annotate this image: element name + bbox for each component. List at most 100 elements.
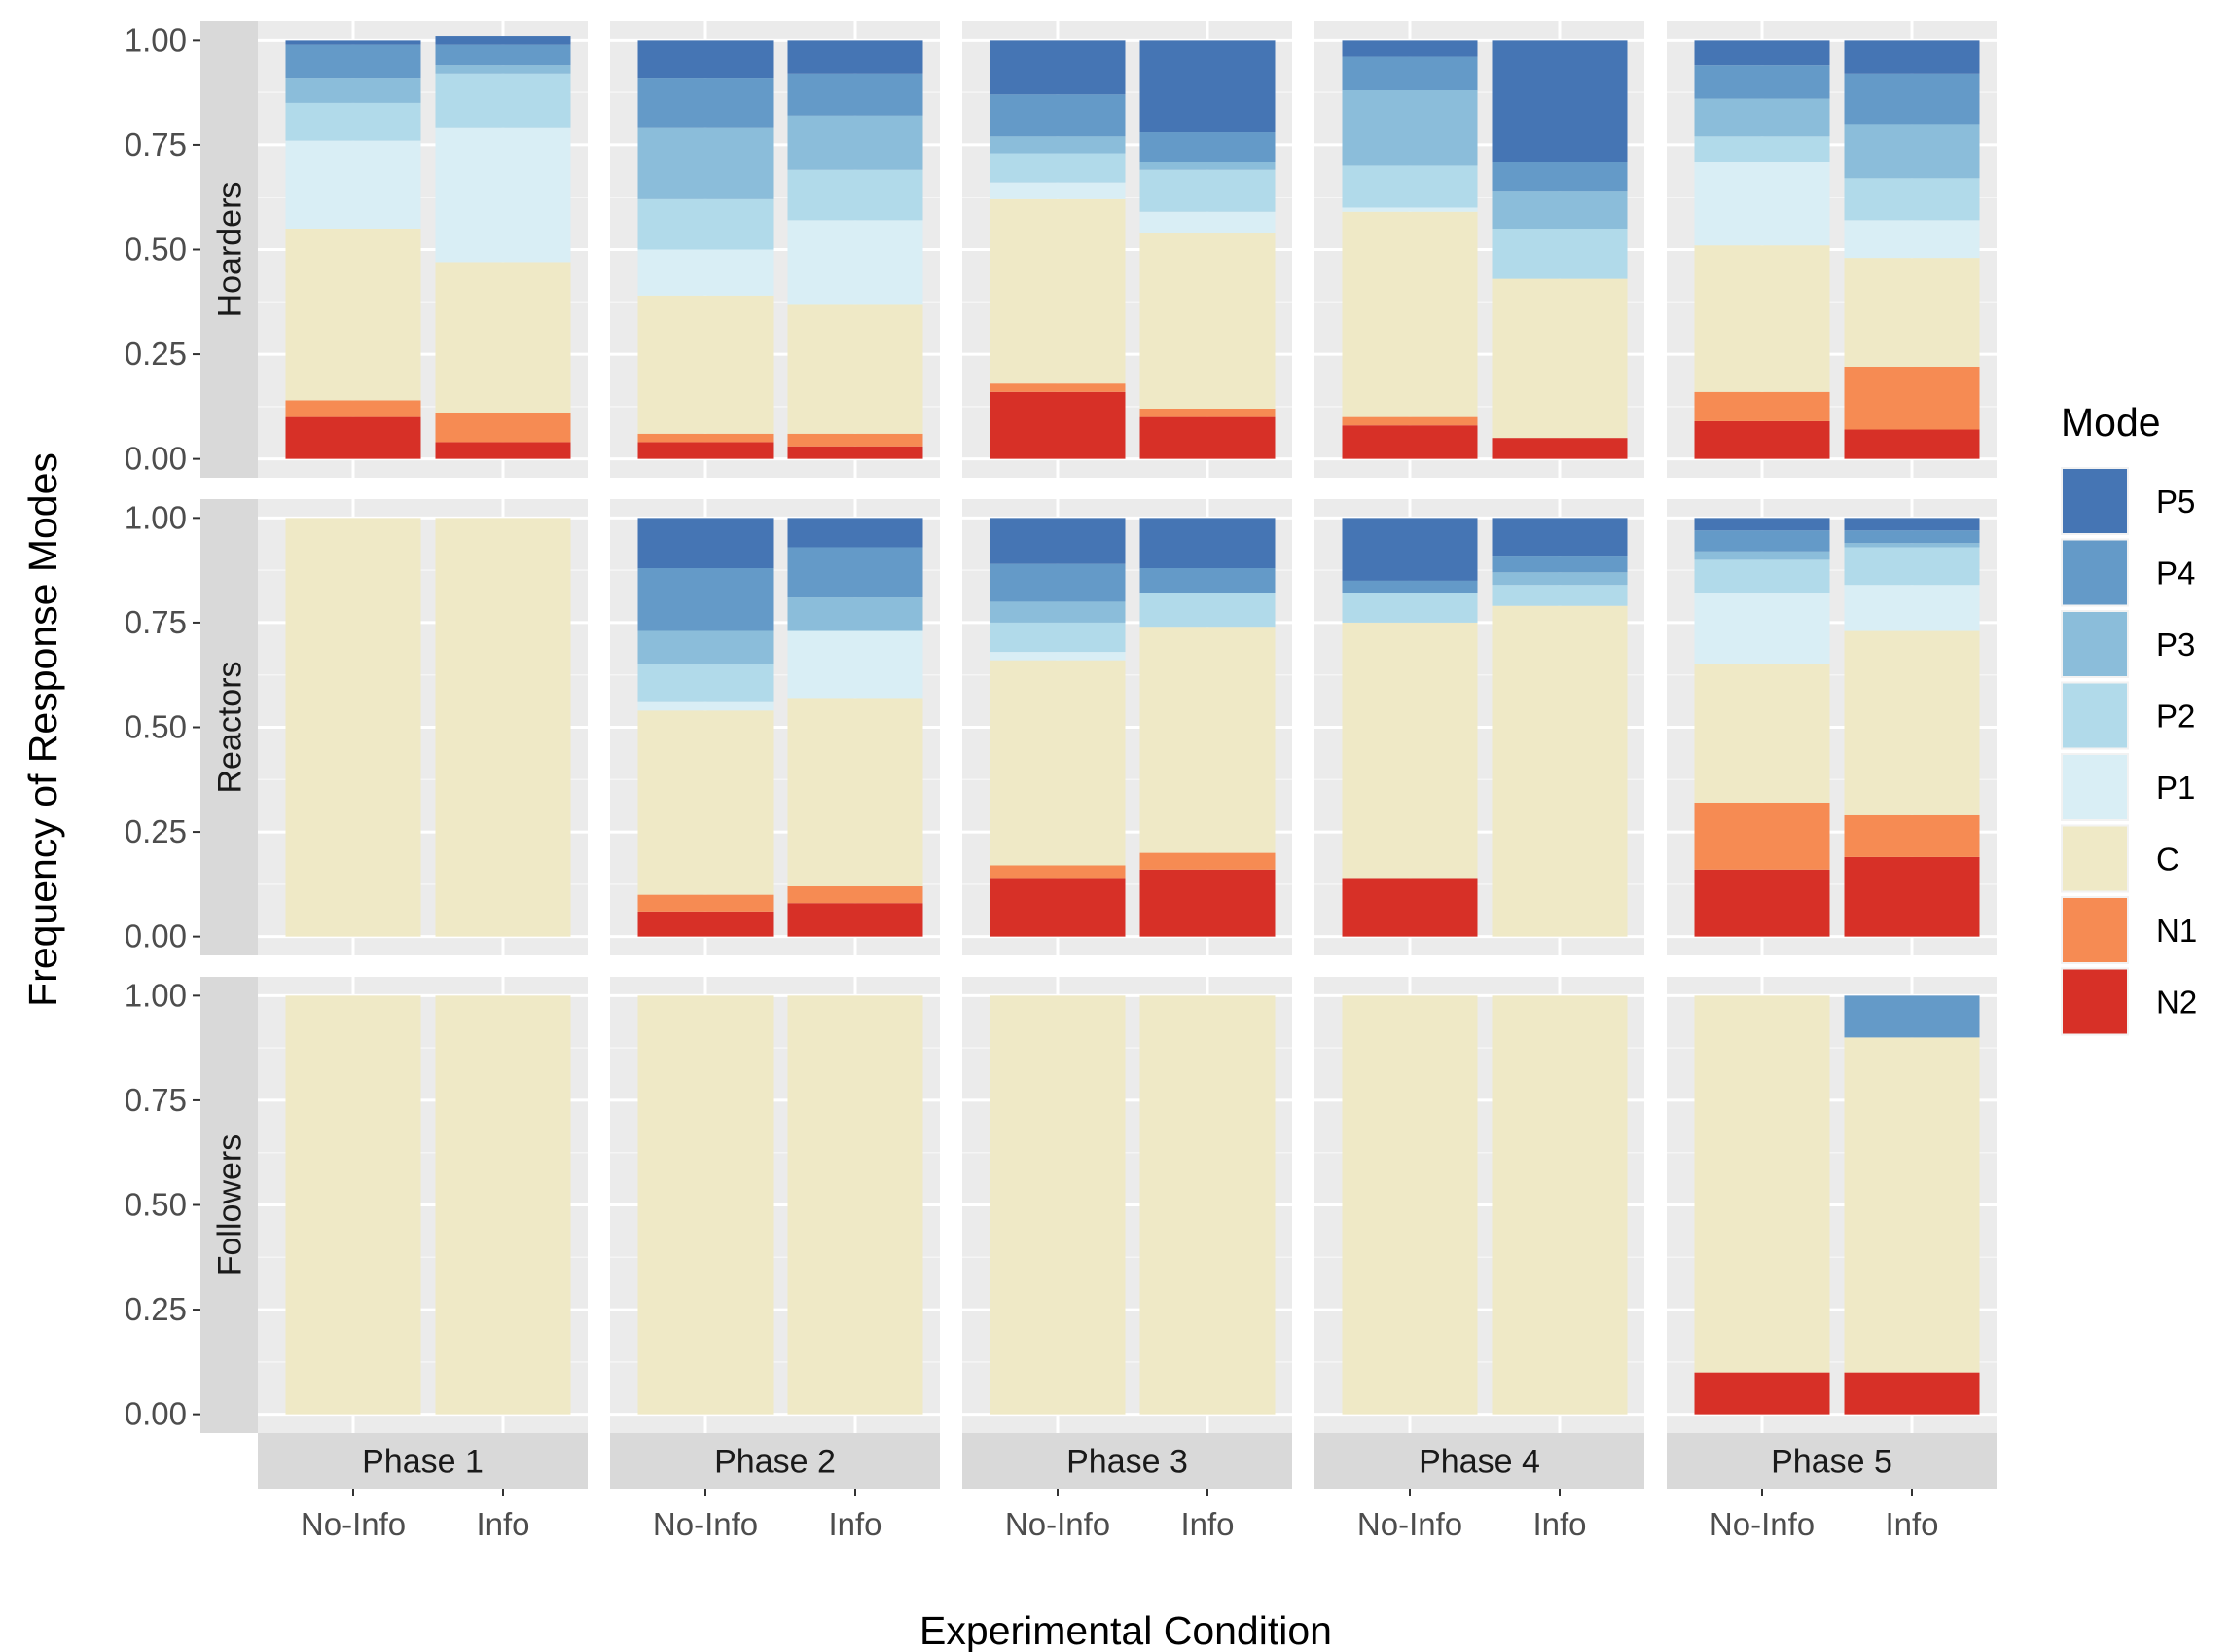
bar-segment-p2 xyxy=(1694,136,1830,162)
bar-segment-c xyxy=(285,518,421,937)
bar-segment-p5 xyxy=(787,518,923,548)
bar-segment-n1 xyxy=(1694,802,1830,870)
bar-no-info xyxy=(990,518,1126,937)
y-tick-label: 0.00 xyxy=(125,1396,187,1432)
bar-info xyxy=(787,518,923,937)
bar-segment-p5 xyxy=(1342,518,1478,581)
bar-segment-p3 xyxy=(990,136,1126,154)
bar-segment-c xyxy=(1342,995,1478,1415)
bar-segment-p4 xyxy=(1694,65,1830,99)
bar-segment-p2 xyxy=(787,169,923,221)
bar-segment-p1 xyxy=(1139,211,1276,233)
bar-no-info xyxy=(1342,995,1478,1415)
bar-segment-n2 xyxy=(1844,429,1980,459)
bar-segment-n1 xyxy=(435,413,571,443)
bar-info xyxy=(787,995,923,1415)
col-strip-label: Phase 4 xyxy=(1419,1444,1540,1481)
legend-label: N1 xyxy=(2156,913,2197,949)
bar-segment-p2 xyxy=(1139,593,1276,628)
legend-item-n1: N1 xyxy=(2061,896,2197,964)
bar-info xyxy=(787,40,923,459)
row-strip-label: Reactors xyxy=(212,661,249,793)
bar-info xyxy=(1492,518,1628,937)
legend-swatch xyxy=(2063,683,2127,748)
legend-item-c: C xyxy=(2061,824,2179,893)
bar-segment-p1 xyxy=(1694,162,1830,246)
y-tick-label: 1.00 xyxy=(125,21,187,57)
bar-segment-n1 xyxy=(637,894,774,912)
legend-swatch xyxy=(2063,969,2127,1034)
legend-swatch xyxy=(2063,612,2127,676)
panel-hoarders-phase-3 xyxy=(962,21,1292,478)
bar-segment-n2 xyxy=(1694,420,1830,459)
x-tick-label: Info xyxy=(1532,1506,1586,1542)
bar-segment-p2 xyxy=(990,622,1126,653)
bar-segment-n2 xyxy=(1342,878,1478,937)
bar-segment-c xyxy=(1492,995,1628,1415)
row-strip-reactors: Reactors xyxy=(200,499,258,955)
bar-segment-p2 xyxy=(1139,169,1276,212)
x-tick-label: Info xyxy=(476,1506,529,1542)
bar-segment-p2 xyxy=(1492,228,1628,279)
bar-segment-p1 xyxy=(1844,585,1980,631)
bar-segment-p2 xyxy=(637,198,774,250)
bar-segment-p2 xyxy=(1844,547,1980,586)
bar-segment-n2 xyxy=(285,416,421,459)
bar-segment-c xyxy=(990,660,1126,866)
legend-item-p1: P1 xyxy=(2061,753,2195,821)
bar-info xyxy=(1139,518,1276,937)
bar-segment-p1 xyxy=(1342,207,1478,212)
y-tick-label: 0.75 xyxy=(125,126,187,162)
bar-no-info xyxy=(990,40,1126,459)
bar-segment-n1 xyxy=(1844,814,1980,857)
bar-segment-p3 xyxy=(990,601,1126,623)
bar-segment-c xyxy=(285,228,421,401)
bar-segment-p4 xyxy=(787,547,923,598)
bar-segment-c xyxy=(787,698,923,887)
x-tick-label: No-Info xyxy=(653,1506,758,1542)
legend-label: P3 xyxy=(2156,627,2195,663)
bar-segment-n1 xyxy=(1342,416,1478,426)
bar-segment-p3 xyxy=(1694,551,1830,560)
panel-reactors-phase-3 xyxy=(962,499,1292,955)
bar-segment-n1 xyxy=(990,383,1126,392)
bar-segment-n1 xyxy=(787,433,923,447)
bar-segment-p4 xyxy=(1844,530,1980,544)
bar-segment-p4 xyxy=(1342,580,1478,593)
bar-segment-p5 xyxy=(1139,40,1276,133)
bar-segment-n1 xyxy=(1139,409,1276,417)
bar-segment-c xyxy=(637,995,774,1415)
bar-segment-p5 xyxy=(1492,40,1628,162)
bar-segment-p5 xyxy=(990,518,1126,564)
bar-segment-p3 xyxy=(787,115,923,170)
panel-hoarders-phase-2 xyxy=(610,21,940,478)
bar-segment-c xyxy=(435,262,571,413)
bar-segment-p2 xyxy=(990,153,1126,183)
legend-title: Mode xyxy=(2061,400,2161,445)
col-strip-phase-2: Phase 2 xyxy=(610,1433,940,1489)
row-strip-label: Followers xyxy=(212,1134,249,1275)
bar-segment-c xyxy=(1342,211,1478,417)
bar-info xyxy=(435,995,571,1415)
bar-segment-n2 xyxy=(787,903,923,937)
bar-segment-p4 xyxy=(990,94,1126,137)
bar-segment-n1 xyxy=(787,886,923,904)
col-strip-phase-5: Phase 5 xyxy=(1667,1433,1997,1489)
bar-segment-p4 xyxy=(637,567,774,631)
bar-segment-p2 xyxy=(1844,178,1980,221)
bar-segment-p1 xyxy=(637,249,774,296)
legend-label: N2 xyxy=(2156,985,2197,1021)
panel-reactors-phase-4 xyxy=(1314,499,1644,955)
bar-info xyxy=(1139,40,1276,459)
bar-segment-p1 xyxy=(435,127,571,263)
row-strip-background xyxy=(200,977,258,1433)
row-strip-hoarders: Hoarders xyxy=(200,21,258,478)
bar-segment-c xyxy=(1694,245,1830,392)
y-tick-label: 0.00 xyxy=(125,441,187,477)
bar-info xyxy=(1492,40,1628,459)
y-tick-label: 1.00 xyxy=(125,977,187,1013)
bar-segment-p5 xyxy=(1342,40,1478,57)
bar-segment-p5 xyxy=(1844,518,1980,531)
x-tick-label: No-Info xyxy=(1005,1506,1110,1542)
col-strip-label: Phase 5 xyxy=(1771,1444,1892,1481)
